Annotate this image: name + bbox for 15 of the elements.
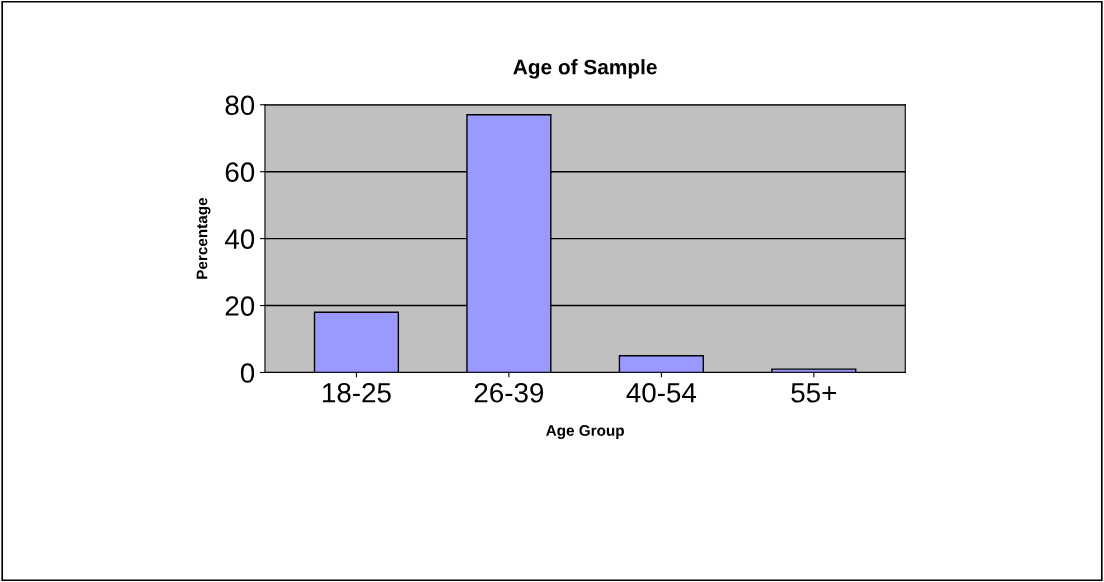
x-tick-label: 40-54	[626, 382, 697, 403]
y-tick-label: 20	[225, 296, 255, 316]
x-tick-label: 18-25	[323, 382, 391, 403]
bar	[313, 311, 400, 373]
chart-title: Age of Sample	[513, 59, 657, 79]
x-tick-label: 55+	[791, 383, 836, 403]
y-tick-label: 0	[240, 363, 255, 383]
bar	[771, 368, 857, 373]
x-tick-label: 26-39	[474, 382, 544, 403]
bar	[618, 355, 704, 373]
y-tick-label: 40	[224, 229, 255, 249]
y-tick-label: 60	[225, 162, 255, 183]
y-tick-label: 80	[225, 95, 255, 116]
x-axis-title: Age Group	[546, 425, 624, 439]
y-axis-title: Percentage	[196, 197, 211, 279]
